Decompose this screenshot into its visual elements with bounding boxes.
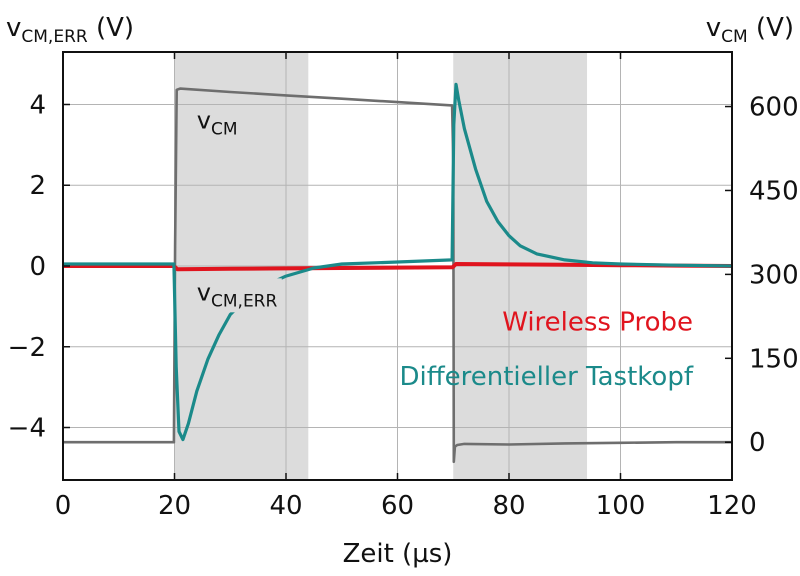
y-right-tick-label: 300 — [749, 260, 799, 290]
legend-entry-0: Wireless Probe — [502, 308, 693, 338]
annotation-bg — [193, 106, 238, 141]
annotation-bg — [193, 278, 282, 313]
y-left-axis-title: vCM,ERR (V) — [6, 13, 134, 47]
x-axis-title: Zeit (µs) — [343, 539, 453, 569]
x-tick-label: 80 — [492, 491, 525, 521]
y-left-tick-label: 4 — [29, 90, 46, 120]
y-left-tick-label: 0 — [29, 252, 46, 282]
x-tick-label: 60 — [381, 491, 414, 521]
series-line-2 — [63, 82, 733, 442]
y-right-tick-label: 150 — [749, 344, 799, 374]
legend-entry-1: Differentieller Tastkopf — [399, 362, 693, 392]
y-left-tick-label: 2 — [29, 171, 46, 201]
y-left-tick-label: −4 — [8, 414, 46, 444]
x-tick-label: 120 — [707, 491, 757, 521]
y-left-tick-label: −2 — [8, 333, 46, 363]
x-tick-label: 20 — [158, 491, 191, 521]
series-annotation-1: vCM,ERR — [197, 278, 278, 311]
series-annotation-0: vCM — [197, 107, 238, 140]
y-right-tick-label: 600 — [749, 93, 799, 123]
y-right-tick-label: 450 — [749, 176, 799, 206]
x-tick-label: 0 — [55, 491, 72, 521]
x-tick-label: 100 — [596, 491, 646, 521]
x-tick-label: 40 — [269, 491, 302, 521]
y-right-tick-label: 0 — [749, 428, 766, 458]
y-right-axis-title: vCM (V) — [706, 13, 794, 47]
